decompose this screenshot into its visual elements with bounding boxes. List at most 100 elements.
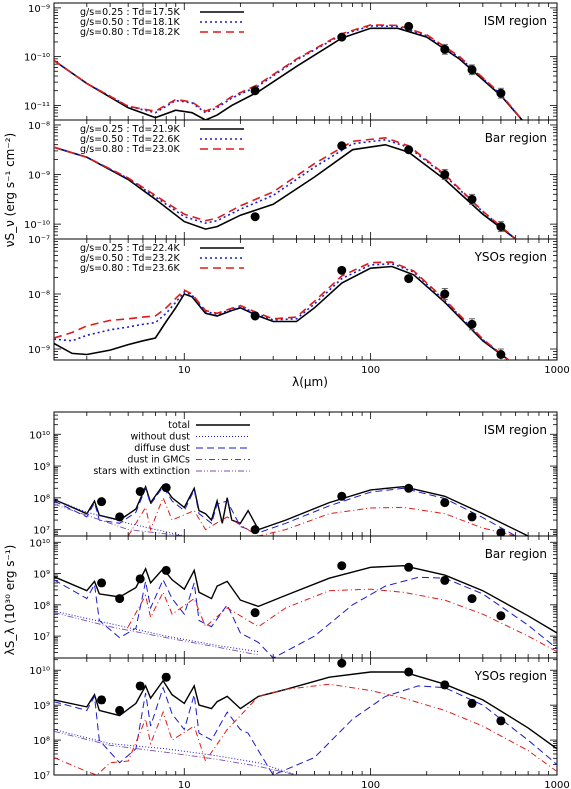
- y-tick-label: 10⁸: [33, 494, 50, 505]
- x-tick-label: 100: [361, 780, 380, 789]
- series-line-solid: [54, 143, 517, 239]
- observed-point: [404, 274, 414, 284]
- series-line-dashed: [54, 485, 516, 536]
- y-tick-label: 10⁷: [33, 632, 50, 643]
- observed-point: [97, 497, 107, 507]
- observed-point: [496, 350, 506, 359]
- panel-top-2: 10⁻⁹ 10⁻⁸ 10⁻⁷ YSOs region g/s=0.25 : Td=22.…: [28, 235, 558, 361]
- series-line-dashdot: [54, 683, 557, 775]
- y-tick-label: 10⁸: [33, 736, 50, 747]
- y-tick-label: 10¹⁰: [29, 430, 50, 441]
- top-figure: 10⁻¹¹ 10⁻¹⁰ 10⁻⁹ ISM region g/s=0.25 : Td=17…: [24, 2, 570, 376]
- observed-point: [404, 21, 414, 31]
- y-tick-label: 10⁻¹⁰: [24, 220, 50, 231]
- legend-label: g/s=0.80 : Td=23.6K: [80, 263, 180, 274]
- observed-point: [115, 512, 125, 522]
- x-tick-label: 1000: [544, 780, 569, 789]
- panel-title: YSOs region: [474, 669, 547, 683]
- observed-point: [115, 705, 125, 715]
- bottom-y-axis-label: λS_λ (10³⁰ erg s⁻¹): [3, 545, 17, 656]
- legend-label: total: [168, 420, 190, 431]
- observed-point: [467, 65, 477, 75]
- panel-top-1: 10⁻¹⁰ 10⁻⁹ 10⁻⁸ Bar region g/s=0.25 : Td=21.…: [24, 119, 558, 240]
- series-line-dashed: [54, 261, 510, 360]
- legend-label: g/s=0.50 : Td=18.1K: [80, 17, 180, 28]
- observed-point: [337, 658, 347, 668]
- series-line-dashdotdot: [54, 503, 186, 536]
- legend-label: stars with extinction: [93, 466, 190, 477]
- panel-title: Bar region: [485, 547, 547, 561]
- legend-label: g/s=0.80 : Td=23.0K: [80, 144, 180, 155]
- series-line-dashdotdot: [54, 730, 297, 775]
- x-tick-label: 10: [178, 780, 191, 789]
- top-y-axis-label: νS_ν (erg s⁻¹ cm⁻²): [3, 133, 17, 247]
- observed-point: [161, 565, 171, 575]
- observed-point: [97, 578, 107, 588]
- panel-title: Bar region: [485, 131, 547, 145]
- observed-point: [97, 695, 107, 705]
- legend-label: diffuse dust: [134, 443, 190, 454]
- legend-label: without dust: [131, 432, 191, 443]
- panel-bottom-2: 10⁷ 10⁸ 10⁹ 10¹⁰ YSOs region: [29, 657, 558, 782]
- observed-point: [404, 145, 414, 155]
- x-tick-label: 1000: [544, 365, 569, 376]
- panel-title: ISM region: [484, 423, 547, 437]
- panel-bottom-1: 10⁷ 10⁸ 10⁹ 10¹⁰ Bar region: [29, 535, 558, 659]
- observed-point: [135, 574, 145, 584]
- x-tick-label: 10: [178, 365, 191, 376]
- y-tick-label: 10⁻⁸: [28, 290, 50, 301]
- observed-point: [467, 319, 477, 329]
- observed-point: [440, 170, 450, 180]
- series-line-dotted: [54, 498, 187, 536]
- observed-point: [467, 698, 477, 708]
- series-line-dashdot: [127, 496, 516, 536]
- observed-point: [337, 491, 347, 501]
- y-tick-label: 10⁻⁸: [28, 121, 50, 132]
- legend-label: g/s=0.50 : Td=22.6K: [80, 134, 180, 145]
- panel-title: ISM region: [484, 14, 547, 28]
- observed-point: [467, 594, 477, 604]
- y-tick-label: 10⁻¹⁰: [24, 53, 50, 64]
- y-tick-label: 10¹⁰: [29, 666, 50, 677]
- y-tick-label: 10⁸: [33, 601, 50, 612]
- series-line-solid: [54, 265, 510, 360]
- observed-point: [496, 222, 506, 232]
- series-line-solid: [54, 671, 557, 750]
- observed-point: [496, 611, 506, 621]
- legend-label: g/s=0.25 : Td=17.5K: [80, 7, 180, 18]
- observed-point: [440, 498, 450, 508]
- series-line-solid: [54, 27, 523, 120]
- series-line-dotted: [54, 610, 259, 653]
- series-line-dashed: [54, 136, 517, 239]
- observed-point: [440, 575, 450, 585]
- observed-point: [337, 265, 347, 275]
- panel-top-0: 10⁻¹¹ 10⁻¹⁰ 10⁻⁹ ISM region g/s=0.25 : Td=17…: [24, 2, 558, 121]
- y-tick-label: 10⁷: [33, 526, 50, 537]
- observed-point: [496, 528, 506, 536]
- y-tick-label: 10⁷: [33, 771, 50, 782]
- observed-point: [467, 194, 477, 204]
- observed-point: [161, 483, 171, 493]
- observed-point: [440, 44, 450, 54]
- observed-point: [337, 141, 347, 151]
- legend-label: g/s=0.80 : Td=18.2K: [80, 27, 180, 38]
- series-line-dashed: [54, 576, 557, 658]
- series-line-solid: [54, 564, 557, 634]
- y-tick-label: 10⁹: [33, 462, 50, 473]
- observed-point: [250, 311, 260, 321]
- y-tick-label: 10⁻¹¹: [24, 101, 50, 112]
- observed-point: [250, 525, 260, 535]
- observed-point: [467, 512, 477, 522]
- observed-point: [440, 680, 450, 690]
- panel-frame: [53, 657, 558, 776]
- legend-label: g/s=0.25 : Td=22.4K: [80, 243, 180, 254]
- y-tick-label: 10⁻⁹: [28, 345, 50, 356]
- observed-point: [135, 681, 145, 691]
- y-tick-label: 10¹⁰: [29, 538, 50, 549]
- y-tick-label: 10⁻⁹: [28, 4, 50, 15]
- series-line-dotted: [54, 262, 510, 360]
- series-line-dashed: [54, 685, 557, 775]
- series-line-dashdotdot: [54, 612, 259, 656]
- observed-point: [440, 289, 450, 299]
